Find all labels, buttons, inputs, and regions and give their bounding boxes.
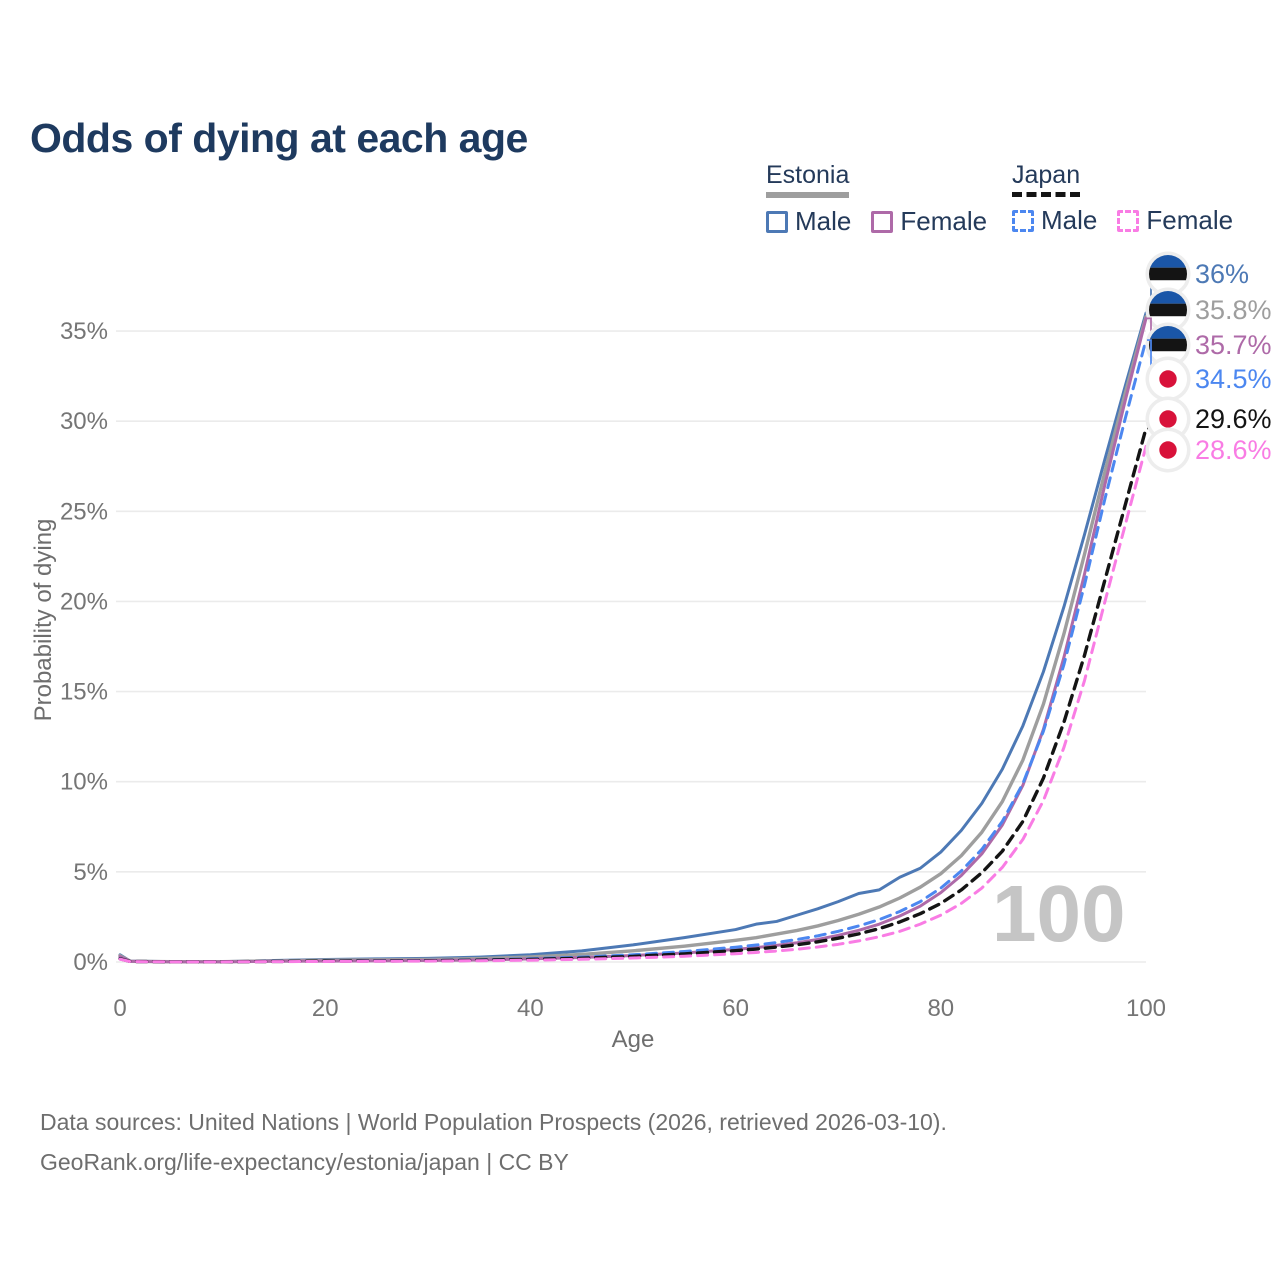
end-label-value: 36% (1195, 259, 1249, 289)
legend-japan-items: Male Female (1012, 205, 1233, 236)
legend-japan-male-label: Male (1041, 205, 1098, 235)
end-label-value: 34.5% (1195, 364, 1272, 394)
legend-estonia-header: Estonia (766, 161, 850, 198)
x-tick-label: 40 (517, 995, 544, 1022)
end-label-row: 34.5% (1145, 356, 1272, 402)
legend-estonia-male-label: Male (795, 206, 852, 236)
end-label-value: 28.6% (1195, 435, 1272, 465)
series-line-japan-female (118, 444, 1148, 964)
checkbox-icon (871, 210, 894, 233)
y-tick-label: 5% (73, 859, 108, 886)
end-label-value: 29.6% (1195, 404, 1272, 434)
legend-japan-female-toggle[interactable]: Female (1117, 205, 1233, 236)
series-line-estonia-female (118, 316, 1148, 964)
checkbox-icon (1117, 209, 1140, 232)
japan-flag-icon (1149, 431, 1187, 469)
series-line-japan-male (118, 338, 1148, 964)
end-label-value: 35.8% (1195, 295, 1272, 325)
y-tick-label: 25% (60, 498, 108, 525)
legend-estonia-male-toggle[interactable]: Male (766, 206, 851, 237)
age-counter-watermark: 100 (992, 869, 1126, 958)
y-tick-label: 15% (60, 679, 108, 706)
legend-estonia-items: Male Female (766, 206, 987, 237)
legend-japan-male-toggle[interactable]: Male (1012, 205, 1097, 236)
series-line-estonia-both-sexes (118, 314, 1148, 964)
x-tick-label: 100 (1126, 995, 1166, 1022)
estonia-flag-icon (1149, 255, 1187, 293)
checkbox-icon (1012, 209, 1034, 232)
y-tick-label: 0% (73, 949, 108, 976)
chart-title: Odds of dying at each age (30, 115, 528, 162)
legend-japan-header: Japan (1012, 161, 1081, 197)
series-line-japan-both-sexes (118, 426, 1148, 964)
y-tick-label: 20% (60, 588, 108, 615)
end-label-row: 36% (1145, 251, 1249, 297)
end-label-row: 29.6% (1145, 396, 1272, 442)
footer-data-sources: Data sources: United Nations | World Pop… (40, 1109, 947, 1135)
x-tick-label: 80 (927, 995, 954, 1022)
y-tick-label: 30% (60, 408, 108, 435)
y-axis-title: Probability of dying (30, 518, 57, 722)
x-tick-label: 0 (113, 995, 126, 1022)
x-tick-label: 20 (312, 995, 339, 1022)
checkbox-icon (766, 210, 788, 233)
end-label-row: 28.6% (1145, 427, 1272, 473)
legend-group-japan: Japan Male Female (1012, 161, 1233, 236)
end-label-row: 35.8% (1145, 287, 1272, 333)
y-tick-label: 10% (60, 769, 108, 796)
y-tick-label: 35% (60, 318, 108, 345)
legend-japan-female-label: Female (1146, 205, 1234, 235)
x-tick-label: 60 (722, 995, 749, 1022)
footer-attribution-link: GeoRank.org/life-expectancy/estonia/japa… (40, 1149, 569, 1175)
end-label-value: 35.7% (1195, 330, 1272, 360)
legend-estonia-female-toggle[interactable]: Female (871, 206, 987, 237)
japan-flag-icon (1149, 400, 1187, 438)
footer: Data sources: United Nations | World Pop… (40, 1102, 947, 1182)
japan-flag-icon (1149, 360, 1187, 398)
x-axis-title: Age (611, 1026, 655, 1053)
legend-estonia-female-label: Female (900, 206, 988, 236)
legend-group-estonia: Estonia Male Female (766, 161, 987, 237)
